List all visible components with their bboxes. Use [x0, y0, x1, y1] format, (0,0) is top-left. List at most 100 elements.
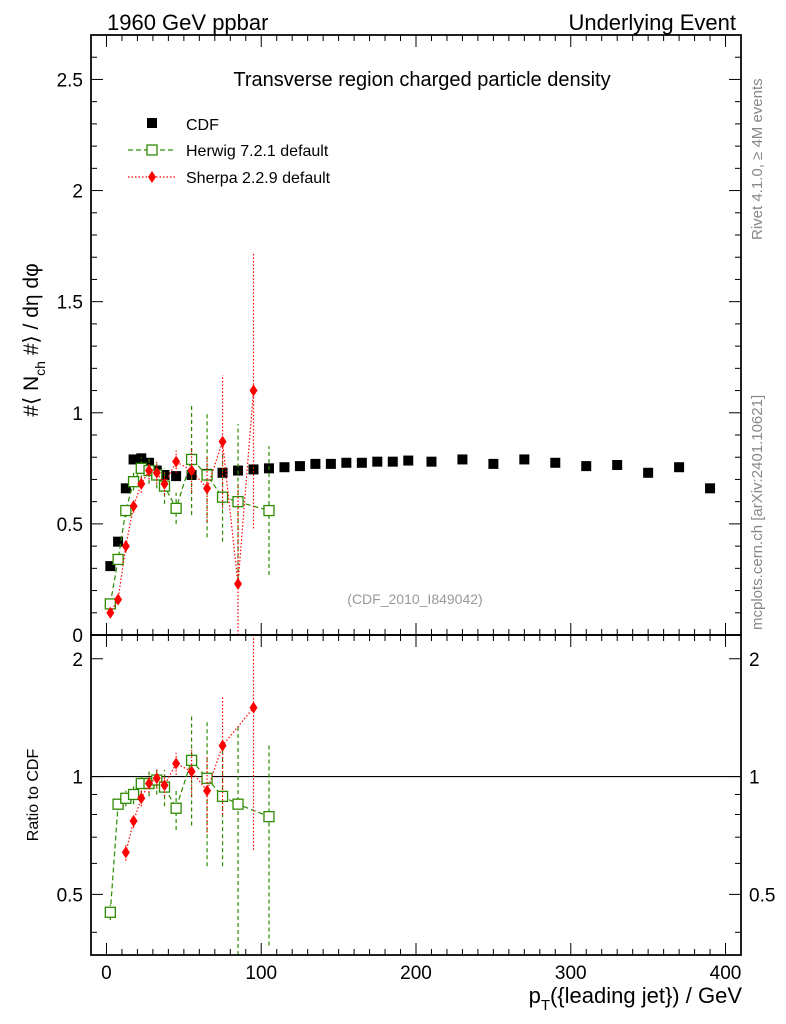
y-tick-label: 2.5 — [57, 70, 83, 91]
mcplots-label: mcplots.cern.ch [arXiv:2401.10621] — [749, 395, 766, 630]
legend: CDF Herwig 7.2.1 default Sherpa 2.2.9 de… — [128, 117, 331, 187]
main-herwig-point — [127, 476, 140, 488]
ratio-sherpa-point — [160, 779, 169, 792]
x-tick-label: 100 — [245, 963, 277, 984]
legend-label-sherpa: Sherpa 2.2.9 default — [186, 170, 331, 187]
ratio-sherpa-point — [145, 777, 154, 790]
header-left: 1960 GeV ppbar — [107, 10, 268, 35]
main-cdf-point — [403, 455, 414, 466]
main-herwig-point — [185, 453, 198, 466]
ratio-y-axis-label: Ratio to CDF — [25, 749, 42, 842]
ratio-panel: Ratio to CDF pT({leading jet}) / GeV 0 10… — [25, 634, 775, 1014]
ratio-y-tick-label: 0.5 — [57, 885, 83, 906]
x-axis-label: pT({leading jet}) / GeV — [529, 983, 743, 1014]
main-cdf-point — [105, 561, 116, 572]
ratio-sherpa-point — [172, 757, 181, 770]
main-cdf-point — [457, 454, 468, 465]
ratio-y-tick-label: 2 — [72, 650, 83, 671]
main-cdf-point — [643, 467, 654, 478]
main-cdf-point — [248, 464, 259, 475]
main-sherpa-line — [109, 390, 255, 614]
main-sherpa-point — [106, 606, 115, 619]
legend-marker-cdf — [147, 118, 157, 128]
main-cdf-point — [581, 461, 592, 472]
ratio-herwig-point — [170, 802, 182, 814]
main-cdf-point — [612, 460, 623, 470]
main-herwig-point — [170, 502, 182, 514]
ratio-sherpa-point — [249, 701, 258, 714]
x-tick-label: 400 — [710, 963, 742, 984]
ratio-sherpa-point — [152, 772, 161, 785]
x-tick-label: 300 — [555, 963, 587, 984]
main-cdf-point — [113, 536, 124, 547]
legend-label-herwig: Herwig 7.2.1 default — [186, 143, 329, 160]
main-sherpa-point — [152, 466, 161, 479]
main-cdf-point — [128, 454, 139, 465]
ratio-sherpa-point — [218, 739, 227, 752]
ratio-sherpa-line — [125, 707, 254, 853]
ratio-herwig-point — [263, 810, 275, 823]
main-plot-title: Transverse region charged particle densi… — [233, 69, 610, 91]
main-sherpa-point — [145, 464, 154, 477]
main-cdf-point — [294, 461, 305, 472]
ratio-herwig-point — [127, 788, 140, 801]
y-tick-label: 2 — [72, 182, 83, 203]
main-sherpa-point — [234, 577, 243, 590]
rivet-label: Rivet 4.1.0, ≥ 4M events — [749, 78, 766, 240]
ratio-herwig-point — [112, 798, 124, 810]
y-tick-label: 1 — [72, 404, 83, 425]
main-sherpa-point — [249, 384, 258, 397]
ratio-herwig-line — [109, 759, 270, 913]
main-sherpa-point — [129, 500, 138, 513]
main-cdf-point — [550, 457, 561, 468]
legend-marker-sherpa — [148, 171, 156, 183]
main-sherpa-point — [187, 464, 196, 477]
ratio-y-tick-label: 1 — [72, 768, 83, 789]
header-right: Underlying Event — [568, 10, 736, 35]
main-herwig-point — [263, 504, 275, 517]
main-sherpa-point — [137, 477, 146, 490]
main-cdf-point — [674, 462, 685, 473]
ratio-plot-frame — [90, 634, 742, 956]
main-herwig-point — [112, 553, 124, 566]
x-tick-label: 0 — [101, 963, 112, 984]
x-tick-label: 200 — [400, 963, 432, 984]
main-cdf-point — [426, 456, 437, 467]
y-tick-label: 0.5 — [57, 515, 83, 536]
main-sherpa-point — [121, 540, 130, 553]
ratio-y-tick-label-right: 0.5 — [749, 885, 775, 906]
main-cdf-point — [705, 483, 716, 494]
main-herwig-point — [120, 504, 132, 517]
main-sherpa-point — [114, 593, 123, 606]
main-cdf-point — [387, 456, 398, 467]
ratio-sherpa-point — [187, 765, 196, 778]
main-watermark: (CDF_2010_I849042) — [347, 591, 482, 607]
main-y-axis-label: #⟨ Nch #⟩ / dη dφ — [20, 263, 48, 416]
ratio-sherpa-point — [203, 784, 212, 797]
legend-item-sherpa: Sherpa 2.2.9 default — [128, 170, 331, 187]
main-cdf-point — [171, 471, 182, 482]
main-cdf-point — [372, 456, 383, 467]
ratio-frame-overlay — [90, 634, 742, 956]
ratio-herwig-point — [232, 798, 244, 810]
main-sherpa-point — [160, 477, 169, 490]
ratio-sherpa-point — [137, 792, 146, 805]
main-cdf-point — [356, 457, 367, 468]
legend-item-cdf: CDF — [147, 117, 219, 134]
legend-label-cdf: CDF — [186, 117, 219, 134]
y-tick-label: 1.5 — [57, 293, 83, 314]
main-cdf-point — [519, 454, 530, 465]
main-cdf-point — [310, 458, 321, 469]
main-cdf-point — [488, 458, 499, 469]
ratio-herwig-point — [104, 906, 116, 918]
ratio-sherpa-point — [129, 814, 138, 827]
main-cdf-point — [120, 483, 131, 494]
ratio-y-tick-label-right: 1 — [749, 768, 760, 789]
main-cdf-point — [325, 458, 336, 469]
legend-item-herwig: Herwig 7.2.1 default — [128, 143, 329, 160]
main-cdf-point — [279, 462, 290, 473]
main-sherpa-point — [218, 435, 227, 448]
ratio-y-tick-label-right: 2 — [749, 650, 760, 671]
main-sherpa-point — [203, 482, 212, 495]
